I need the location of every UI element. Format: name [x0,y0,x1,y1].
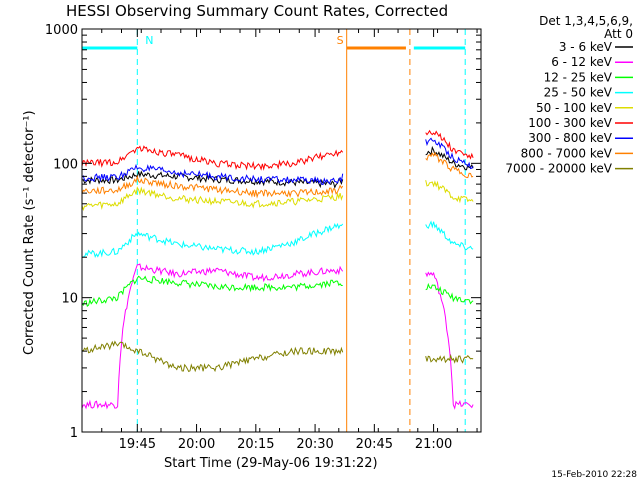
y-axis-ticks: 1 10 100 1000 [45,23,481,441]
legend-label-3: 25 - 50 keV [544,86,613,100]
x-tick-label-3: 20:30 [296,437,333,452]
series-line-4 [81,180,474,211]
series-line-5 [81,129,474,171]
legend-header-2: Att 0 [604,27,633,41]
legend-label-6: 300 - 800 keV [528,131,612,145]
series-layer [81,129,474,410]
x-tick-label-1: 20:00 [178,437,215,452]
x-axis-label: Start Time (29-May-06 19:31:22) [164,456,378,471]
legend-header-1: Det 1,3,4,5,6,9, [539,14,633,28]
x-tick-label-2: 20:15 [237,437,274,452]
x-axis-ticks: 19:45 20:00 20:15 20:30 20:45 21:00 [81,29,478,452]
legend-label-1: 6 - 12 keV [551,55,613,69]
series-line-7 [81,151,474,199]
x-tick-label-4: 20:45 [356,437,393,452]
legend-label-7: 800 - 7000 keV [521,146,613,160]
series-line-8 [81,340,474,373]
footer-date: 15-Feb-2010 22:28 [551,470,637,480]
legend-label-2: 12 - 25 keV [544,70,613,84]
legend-label-0: 3 - 6 keV [559,40,613,54]
annotation-label-S: S [337,34,344,47]
x-tick-label-0: 19:45 [119,437,156,452]
y-tick-label-3: 1000 [45,23,78,38]
legend-label-4: 50 - 100 keV [536,101,613,115]
series-line-6 [81,137,474,186]
x-tick-label-5: 21:00 [415,437,452,452]
plot-frame [81,28,482,433]
legend-label-8: 7000 - 20000 keV [505,162,612,176]
series-line-1 [81,263,474,410]
annotation-label-N: N [145,34,153,47]
series-line-2 [81,275,474,307]
chart-title: HESSI Observing Summary Count Rates, Cor… [66,2,448,20]
y-tick-label-2: 100 [53,157,78,172]
legend-label-5: 100 - 300 keV [528,116,612,130]
y-tick-label-1: 10 [61,292,78,307]
y-axis-label: Corrected Count Rate (s⁻¹ detector⁻¹) [22,110,37,355]
series-line-3 [81,220,474,259]
y-tick-label-0: 1 [70,426,78,441]
